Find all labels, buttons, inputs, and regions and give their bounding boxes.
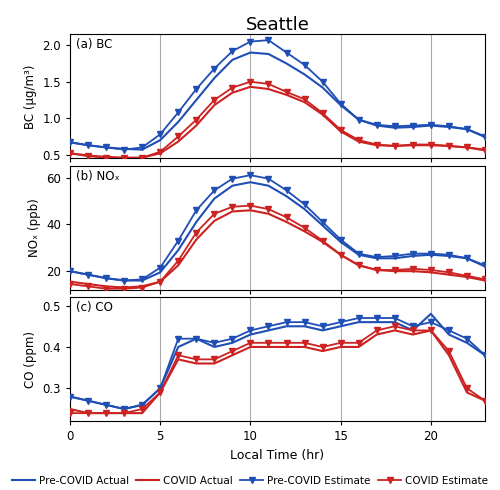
Title: Seattle: Seattle (246, 16, 310, 34)
Text: (c) CO: (c) CO (76, 301, 113, 314)
X-axis label: Local Time (hr): Local Time (hr) (230, 449, 324, 462)
Text: (a) BC: (a) BC (76, 38, 112, 51)
Y-axis label: BC (μg/m³): BC (μg/m³) (24, 64, 37, 128)
Legend: Pre-COVID Actual, COVID Actual, Pre-COVID Estimate, COVID Estimate: Pre-COVID Actual, COVID Actual, Pre-COVI… (8, 471, 492, 490)
Text: (b) NOₓ: (b) NOₓ (76, 170, 120, 183)
Y-axis label: NOₓ (ppb): NOₓ (ppb) (28, 198, 40, 257)
Y-axis label: CO (ppm): CO (ppm) (24, 331, 37, 388)
